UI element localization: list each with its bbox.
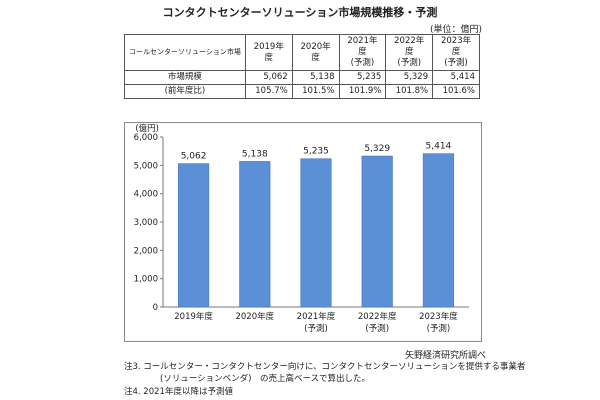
table-cell: 5,414: [432, 70, 480, 85]
table-cell: 101.8%: [385, 84, 434, 99]
x-tick-sublabel: (予測): [304, 323, 328, 334]
note-4: 注4. 2021年度以降は予測値: [124, 387, 233, 397]
bar: [361, 155, 393, 308]
y-tick-label: 4,000: [134, 190, 158, 200]
table-row: 市場規模 5,062 5,138 5,235 5,329 5,414: [124, 70, 480, 85]
table-header-row: コールセンターソリューション市場 2019年度 2020年度 2021年度 (予測…: [124, 34, 480, 71]
page-title: コンタクトセンターソリューション市場規模推移・予測: [162, 6, 438, 19]
table-row-label: 市場規模: [124, 70, 246, 85]
bar: [239, 161, 271, 308]
market-table: コールセンターソリューション市場 2019年度 2020年度 2021年度 (予測…: [124, 34, 480, 99]
source-label: 矢野経済研究所調べ: [404, 351, 486, 361]
y-tick-label: 5,000: [134, 161, 158, 171]
bar-value-label: 5,138: [242, 149, 268, 159]
table-cell: 101.9%: [338, 84, 387, 99]
x-tick-label: 2020年度: [235, 311, 274, 322]
bar-chart: (億円) 0 1,000 2,000 3,000 4,000 5,000 6,000 5,062…: [134, 123, 469, 334]
table-row: (前年度比) 105.7% 101.5% 101.9% 101.8% 101.6…: [124, 84, 480, 99]
table-cell: 101.6%: [432, 84, 480, 99]
bar: [422, 153, 454, 308]
bar: [300, 158, 332, 308]
x-tick-label: 2023年度: [419, 311, 458, 322]
x-tick-label: 2019年度: [174, 311, 213, 322]
y-tick-label: 0: [153, 303, 158, 313]
note-3-continued: (ソリューションベンダ) の売上高ベースで算出した。: [160, 374, 371, 384]
table-corner-label: コールセンターソリューション市場: [124, 34, 246, 71]
table-cell: 5,062: [244, 70, 293, 85]
table-cell: 5,235: [338, 70, 387, 85]
y-tick-label: 6,000: [134, 133, 158, 143]
chart-frame: (億円) 0 1,000 2,000 3,000 4,000 5,000 6,000 5,062…: [124, 122, 482, 342]
table-col-header: 2020年度: [291, 34, 340, 71]
y-tick-label: 1,000: [134, 275, 158, 285]
table-cell: 5,138: [291, 70, 340, 85]
unit-label: (単位：億円): [429, 25, 482, 35]
bar-value-label: 5,329: [364, 144, 390, 154]
table-col-header: 2022年度 (予測): [385, 34, 434, 71]
y-axis-unit: (億円): [135, 123, 159, 134]
table-cell: 5,329: [385, 70, 434, 85]
x-tick-label: 2022年度: [358, 311, 397, 322]
x-tick-sublabel: (予測): [427, 323, 451, 334]
table-col-header: 2021年度 (予測): [338, 34, 387, 71]
table-cell: 101.5%: [291, 84, 340, 99]
bar-value-label: 5,414: [426, 142, 452, 152]
y-tick-label: 2,000: [134, 246, 158, 256]
x-tick-sublabel: (予測): [365, 323, 389, 334]
table-col-header: 2019年度: [244, 34, 293, 71]
table-row-label: (前年度比): [124, 84, 246, 99]
y-tick-label: 3,000: [134, 218, 158, 228]
table-col-header: 2023年度 (予測): [432, 34, 480, 71]
bar-value-label: 5,062: [181, 152, 207, 162]
bar-value-label: 5,235: [303, 147, 329, 157]
table-cell: 105.7%: [244, 84, 293, 99]
note-3: 注3. コールセンター・コンタクトセンター向けに、コンタクトセンターソリューショ…: [124, 362, 526, 372]
bar: [178, 163, 210, 308]
x-tick-label: 2021年度: [297, 311, 336, 322]
